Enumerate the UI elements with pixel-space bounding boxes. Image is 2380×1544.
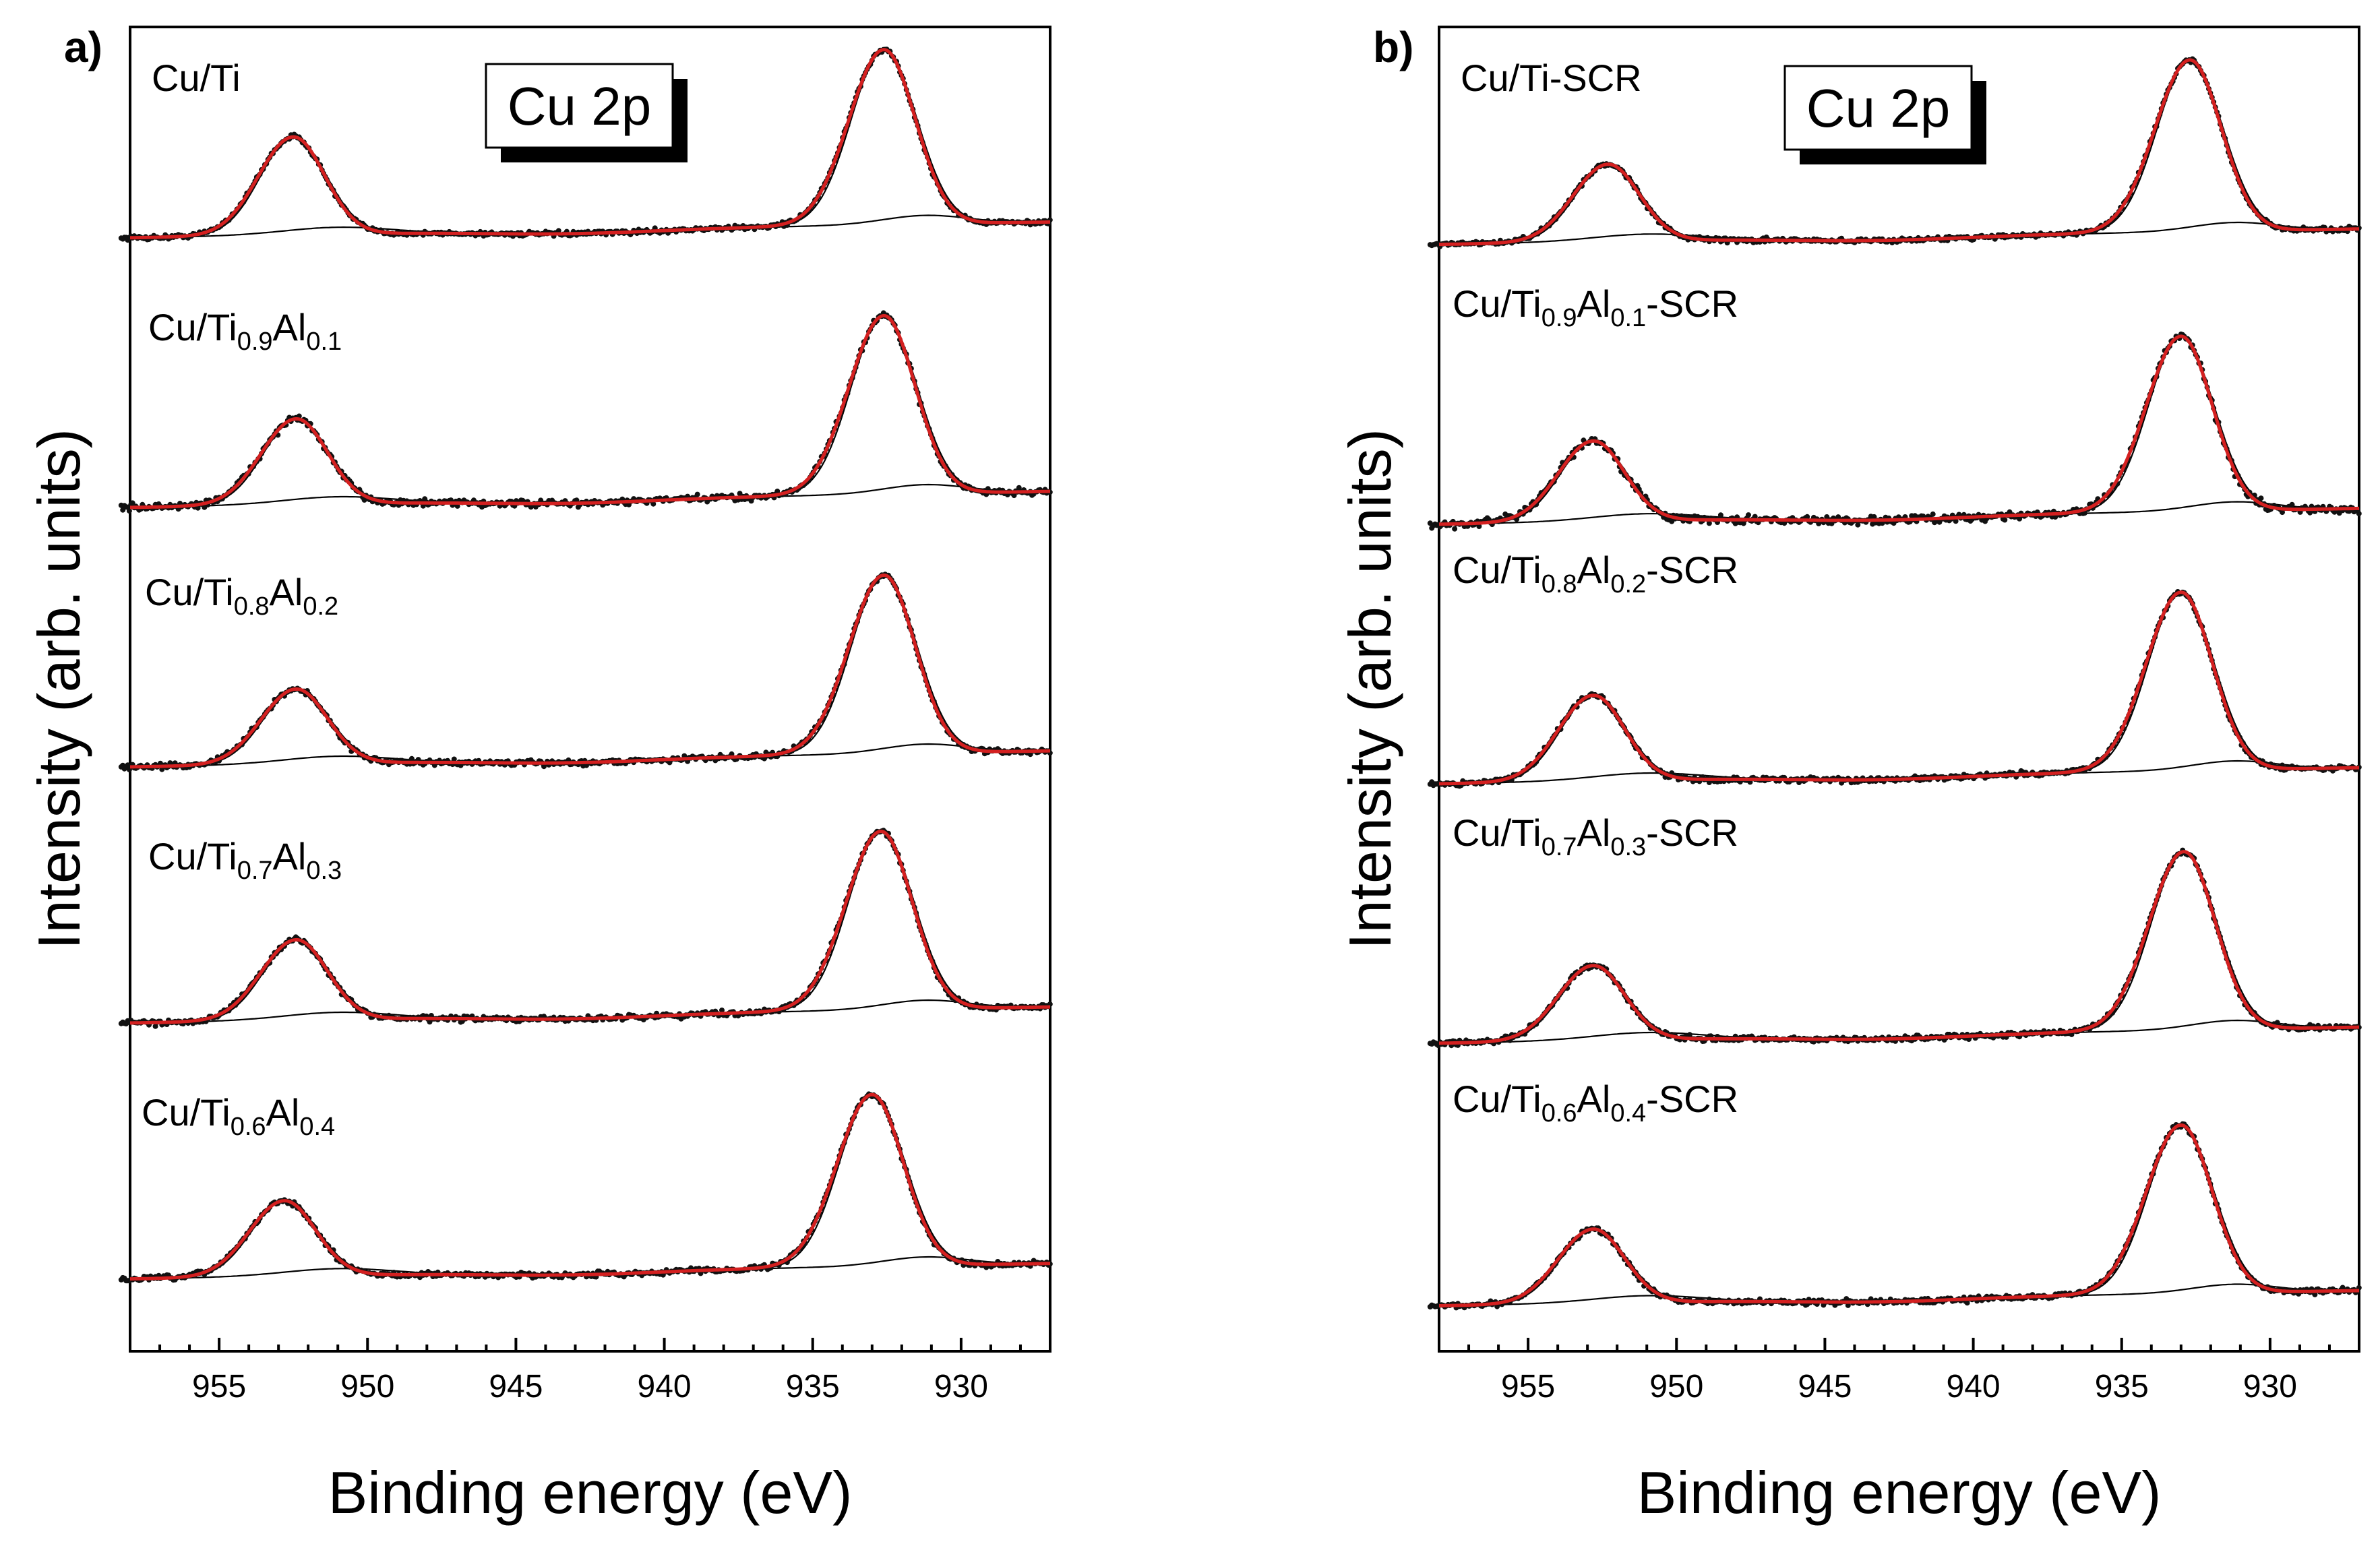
spectrum-series: Cu/Ti: [118, 47, 1053, 243]
chart-panel-a: 955 950 945 940 935 930 Binding energy (eV) Int…: [26, 23, 1053, 1526]
fit-curve: [130, 829, 1050, 1025]
spectrum-series: Cu/Ti-SCR: [1427, 56, 2362, 249]
plot-frame: [1438, 26, 2360, 1353]
x-tick-label: 945: [1798, 1369, 1852, 1404]
fit-curve: [1439, 850, 2359, 1045]
chart-panel-b: 955 950 945 940 935 930 Binding energy (eV) Int…: [1337, 23, 2362, 1526]
fit-curve: [1439, 590, 2359, 786]
x-tick-label: 955: [192, 1369, 246, 1404]
x-axis-label: Binding energy (eV): [1637, 1459, 2162, 1526]
series-label: Cu/Ti0.6Al0.4-SCR: [1453, 1078, 1738, 1128]
plot-frame: [129, 26, 1051, 1353]
inset-label: Cu 2p: [1806, 78, 1950, 138]
fit-curve: [130, 313, 1050, 509]
fit-curve: [130, 573, 1050, 769]
experimental-data-points: [1427, 56, 2362, 249]
fit-envelope-line: [1439, 851, 2356, 1044]
spectrum-series: Cu/Ti0.8Al0.2: [118, 571, 1053, 772]
experimental-data-points: [118, 828, 1053, 1029]
experimental-data-points: [1427, 1121, 2362, 1311]
series-label: Cu/Ti0.7Al0.3-SCR: [1453, 811, 1738, 861]
inset-label: Cu 2p: [508, 76, 651, 136]
inset-box: [485, 63, 674, 149]
x-tick-label: 940: [1947, 1369, 2001, 1404]
spectrum-series: Cu/Ti0.6Al0.4: [118, 1091, 1053, 1284]
series-label: Cu/Ti0.8Al0.2: [145, 571, 338, 621]
series-label: Cu/Ti0.6Al0.4: [142, 1091, 335, 1141]
x-tick-label: 930: [2243, 1369, 2297, 1404]
y-axis-label: Intensity (arb. units): [1337, 429, 1403, 950]
series-label: Cu/Ti0.7Al0.3: [148, 835, 342, 885]
series-label: Cu/Ti0.8Al0.2-SCR: [1453, 549, 1738, 598]
series-label: Cu/Ti0.9Al0.1-SCR: [1453, 282, 1738, 332]
x-tick-label: 955: [1501, 1369, 1555, 1404]
fit-curve: [130, 1092, 1050, 1281]
series-label: Cu/Ti-SCR: [1461, 57, 1642, 99]
spectrum-series: Cu/Ti0.9Al0.1: [118, 306, 1053, 514]
x-tick-label: 945: [489, 1369, 543, 1404]
x-tick-label: 950: [1649, 1369, 1703, 1404]
spectrum-series: Cu/Ti0.7Al0.3: [118, 828, 1053, 1029]
fit-curve: [130, 48, 1050, 240]
x-axis-label: Binding energy (eV): [328, 1459, 853, 1526]
x-tick-label: 930: [934, 1369, 988, 1404]
spectrum-series: Cu/Ti0.8Al0.2-SCR: [1427, 549, 2362, 789]
fit-curve: [1439, 58, 2359, 247]
panel-label: b): [1373, 23, 1413, 71]
x-tick-label: 950: [340, 1369, 394, 1404]
spectrum-series: Cu/Ti0.9Al0.1-SCR: [1427, 282, 2362, 532]
series-label: Cu/Ti: [152, 57, 241, 99]
x-tick-label: 935: [2095, 1369, 2149, 1404]
series-label: Cu/Ti0.9Al0.1: [148, 306, 342, 356]
spectrum-series: Cu/Ti0.7Al0.3-SCR: [1427, 811, 2362, 1049]
x-tick-label: 940: [638, 1369, 692, 1404]
panel-label: a): [64, 23, 102, 71]
fit-curve: [1439, 334, 2359, 526]
experimental-data-points: [1427, 589, 2362, 789]
spectrum-series: Cu/Ti0.6Al0.4-SCR: [1427, 1078, 2362, 1311]
inset-box: [1783, 65, 1973, 151]
x-tick-label: 935: [786, 1369, 840, 1404]
y-axis-label: Intensity (arb. units): [26, 429, 92, 950]
fit-curve: [1439, 1123, 2359, 1307]
